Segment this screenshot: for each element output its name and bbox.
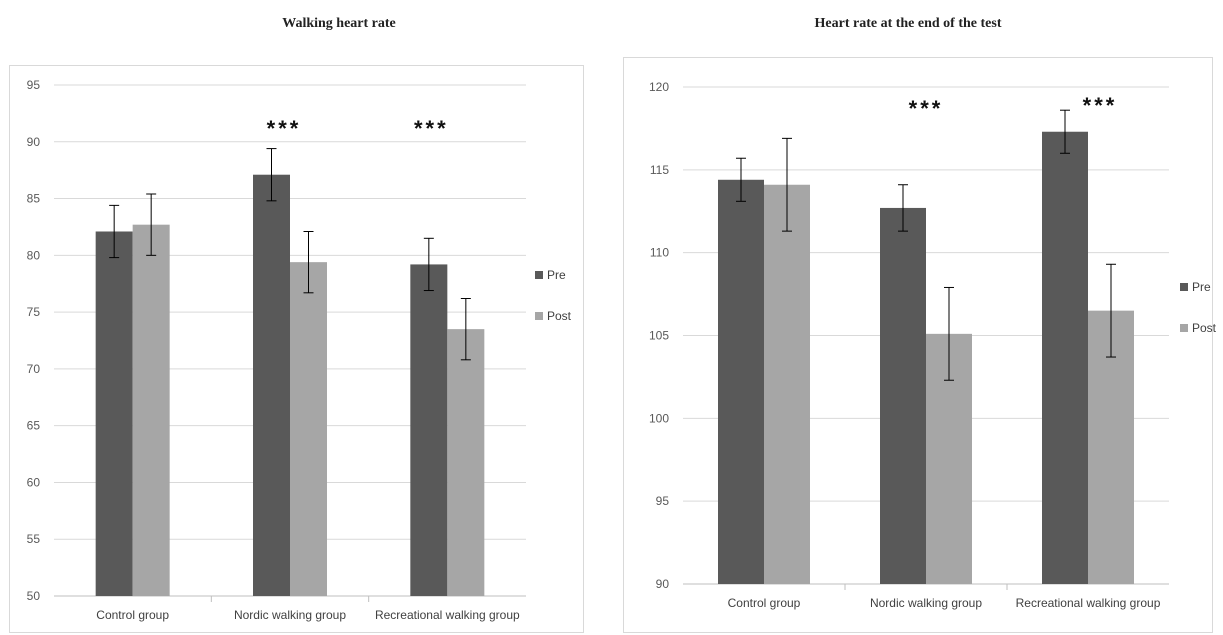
significance-annotation: ***: [909, 96, 944, 121]
bar-pre: [718, 179, 764, 585]
y-tick-label: 55: [27, 532, 41, 546]
x-tick-label: Recreational walking group: [375, 608, 520, 622]
y-tick-label: 60: [27, 475, 41, 489]
legend-swatch-post: [1180, 324, 1188, 332]
legend-swatch-pre: [1180, 283, 1188, 291]
y-tick-label: 75: [27, 305, 41, 319]
y-tick-label: 110: [650, 246, 669, 260]
bar-pre: [95, 231, 133, 596]
bar-pre: [410, 264, 448, 596]
y-tick-label: 95: [27, 78, 41, 92]
bar-post: [447, 329, 485, 596]
y-tick-label: 105: [649, 329, 669, 343]
significance-annotation: ***: [1083, 93, 1118, 118]
x-tick-label: Recreational walking group: [1016, 596, 1161, 610]
x-tick-label: Control group: [728, 596, 801, 610]
legend-swatch-pre: [535, 271, 543, 279]
bar-post: [290, 262, 327, 596]
bar-pre: [880, 207, 926, 585]
walking-heart-rate-chart: 50 55 60 65 70 75 80 85 90 95 Control group Nordic …: [9, 65, 584, 633]
significance-annotation: ***: [267, 116, 302, 141]
chart-title-heart-rate-end-of-test: Heart rate at the end of the test: [814, 16, 1002, 31]
chart-title-walking-heart-rate: Walking heart rate: [282, 16, 396, 31]
y-tick-label: 80: [27, 248, 41, 262]
significance-annotation: ***: [414, 116, 449, 141]
x-tick-label: Control group: [96, 608, 169, 622]
y-tick-label: 90: [656, 577, 670, 591]
legend-label-pre: Pre: [547, 268, 566, 282]
y-tick-label: 95: [656, 494, 670, 508]
y-tick-label: 65: [27, 419, 41, 433]
y-tick-label: 70: [27, 362, 41, 376]
bar-pre: [1042, 131, 1088, 584]
y-tick-label: 100: [649, 411, 669, 425]
end-of-test-heart-rate-chart: 90 95 100 105 110 115 120 Control group Nordic w…: [623, 57, 1217, 633]
y-tick-label: 90: [27, 135, 41, 149]
x-tick-label: Nordic walking group: [870, 596, 982, 610]
x-tick-label: Nordic walking group: [234, 608, 346, 622]
y-tick-label: 115: [650, 163, 669, 177]
bar-post: [132, 224, 170, 596]
y-tick-label: 85: [27, 192, 41, 206]
y-tick-label: 120: [649, 80, 669, 94]
legend-label-post: Post: [1192, 321, 1217, 335]
bar-pre: [253, 174, 290, 596]
bar-post: [764, 184, 810, 584]
legend-swatch-post: [535, 312, 543, 320]
y-tick-label: 50: [27, 589, 41, 603]
legend-label-pre: Pre: [1192, 280, 1211, 294]
legend-label-post: Post: [547, 309, 572, 323]
